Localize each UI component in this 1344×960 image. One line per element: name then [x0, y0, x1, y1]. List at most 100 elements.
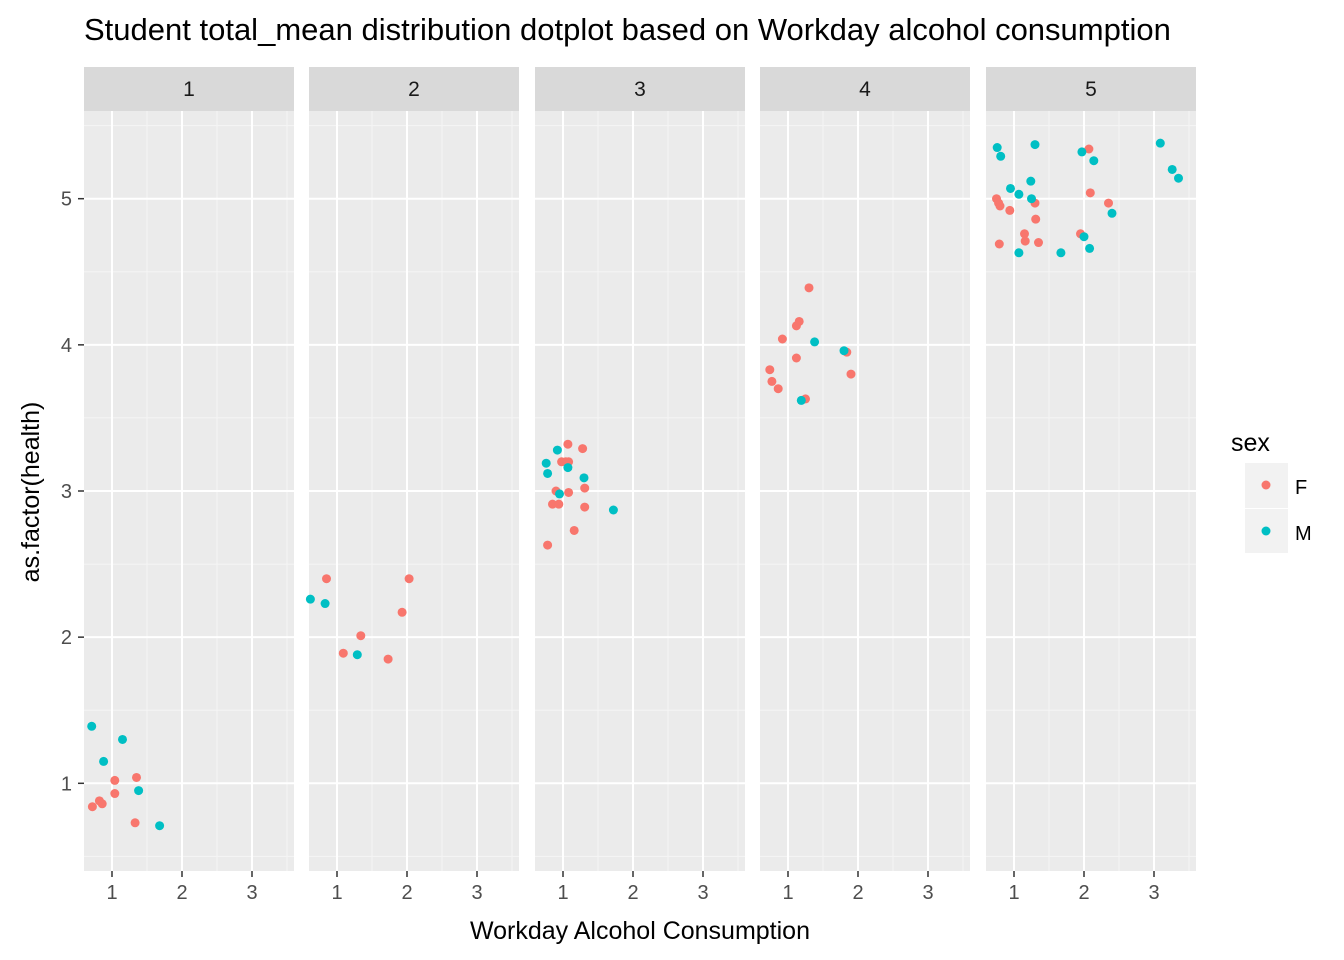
data-point-f — [578, 444, 588, 454]
legend-label-m: M — [1295, 523, 1312, 545]
data-point-f — [1020, 229, 1029, 239]
data-point-m — [155, 821, 165, 831]
data-point-m — [810, 337, 820, 347]
x-tick-label: 2 — [1078, 882, 1089, 904]
data-point-m — [579, 473, 589, 483]
data-point-f — [1020, 236, 1030, 246]
data-point-m — [555, 489, 564, 499]
data-point-m — [1174, 173, 1183, 183]
facet-strip — [535, 67, 745, 111]
facet-strip-label: 3 — [634, 78, 646, 101]
x-tick-label: 2 — [401, 882, 412, 904]
data-point-m — [87, 721, 97, 731]
data-point-f — [773, 384, 783, 394]
data-point-f — [767, 376, 777, 386]
data-point-m — [320, 599, 330, 609]
data-point-m — [543, 468, 553, 478]
data-point-f — [765, 365, 775, 375]
data-point-m — [1077, 147, 1087, 157]
data-point-f — [97, 799, 107, 809]
data-point-f — [804, 283, 814, 293]
data-point-f — [383, 654, 393, 664]
data-point-f — [777, 334, 787, 344]
legend-key-f — [1261, 480, 1271, 490]
y-tick-label: 5 — [61, 189, 72, 211]
facet-strip-label: 5 — [1085, 78, 1097, 101]
data-point-f — [548, 499, 557, 509]
data-point-f — [794, 316, 804, 326]
legend-title: sex — [1231, 429, 1270, 457]
data-point-f — [554, 499, 564, 509]
data-point-f — [1005, 205, 1015, 215]
data-point-f — [1084, 144, 1094, 154]
facet-panel-4: 4 1 2 3 — [760, 67, 970, 904]
x-tick-label: 1 — [1008, 882, 1019, 904]
data-point-m — [134, 786, 144, 796]
x-tick-label: 1 — [557, 882, 568, 904]
x-tick-label: 2 — [627, 882, 638, 904]
data-point-f — [404, 574, 414, 584]
x-tick-label: 3 — [922, 882, 933, 904]
data-point-f — [564, 487, 574, 497]
y-tick-label: 1 — [61, 773, 72, 795]
x-tick-label: 3 — [246, 882, 257, 904]
data-point-m — [796, 395, 806, 405]
data-point-f — [994, 239, 1004, 249]
chart-title: Student total_mean distribution dotplot … — [84, 12, 1171, 47]
legend-label-f: F — [1295, 477, 1307, 499]
x-tick-label: 1 — [106, 882, 117, 904]
data-point-m — [1014, 189, 1024, 199]
facet-panel-3: 3 1 2 3 — [535, 67, 745, 904]
data-point-m — [1089, 156, 1099, 166]
data-point-m — [839, 346, 849, 356]
data-point-m — [1107, 208, 1117, 218]
data-point-m — [552, 445, 562, 455]
facet-strip — [84, 67, 294, 111]
data-point-f — [132, 772, 141, 782]
x-tick-label: 1 — [782, 882, 793, 904]
data-point-f — [1031, 214, 1041, 224]
data-point-m — [1014, 248, 1024, 258]
data-point-f — [846, 369, 856, 379]
data-point-m — [992, 143, 1002, 153]
data-point-f — [87, 802, 97, 812]
data-point-m — [996, 151, 1006, 161]
data-point-f — [563, 439, 573, 449]
data-point-f — [580, 502, 590, 512]
data-point-m — [1167, 164, 1177, 174]
data-point-f — [397, 607, 407, 617]
data-point-m — [1030, 140, 1040, 150]
data-point-f — [569, 525, 579, 535]
data-point-m — [1026, 176, 1036, 186]
data-point-m — [305, 594, 315, 604]
x-tick-label: 2 — [176, 882, 187, 904]
facet-panel-1: 1 1 2 3 — [84, 67, 294, 904]
y-axis-title: as.factor(health) — [17, 402, 45, 583]
x-tick-label: 3 — [697, 882, 708, 904]
data-point-f — [543, 540, 553, 550]
data-point-f — [1104, 198, 1113, 208]
facet-strip — [309, 67, 519, 111]
data-point-m — [352, 650, 362, 660]
facet-panel-5: 5 1 2 3 — [986, 67, 1196, 904]
data-point-f — [110, 775, 120, 785]
data-point-m — [563, 463, 573, 473]
x-tick-label: 1 — [331, 882, 342, 904]
facet-strip-label: 2 — [408, 78, 420, 101]
y-axis: 1 2 3 4 5 — [61, 189, 84, 795]
data-point-f — [322, 574, 331, 584]
data-point-f — [791, 353, 801, 363]
data-point-f — [110, 789, 120, 799]
data-point-f — [1034, 238, 1043, 248]
data-point-m — [1027, 194, 1036, 204]
y-tick-label: 3 — [61, 481, 72, 503]
y-tick-label: 2 — [61, 627, 72, 649]
data-point-f — [1085, 188, 1095, 198]
data-point-m — [118, 734, 127, 744]
facet-strip — [986, 67, 1196, 111]
data-point-m — [541, 458, 551, 468]
data-point-m — [99, 756, 109, 766]
x-tick-label: 2 — [852, 882, 863, 904]
x-axis-title: Workday Alcohol Consumption — [470, 917, 810, 945]
